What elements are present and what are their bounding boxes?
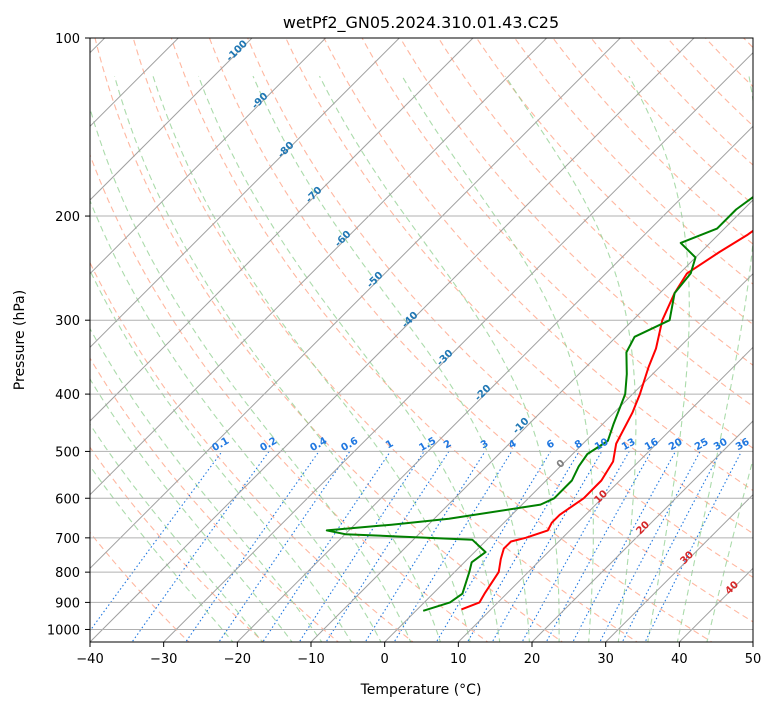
y-tick-label: 900 bbox=[55, 596, 80, 611]
y-tick-label: 1000 bbox=[47, 623, 80, 638]
guide-line-label: 2 bbox=[442, 438, 454, 451]
x-tick-label: 0 bbox=[381, 652, 389, 667]
skewed-isotherm bbox=[604, 493, 753, 642]
skewed-isotherm bbox=[90, 38, 253, 201]
moist-adiabat bbox=[90, 327, 323, 642]
moist-adiabat bbox=[113, 75, 441, 642]
axes-ticks: −40 −30 −20 −10 0 10 20 30 40 50 100 200 300 400 500 60… bbox=[47, 32, 761, 667]
y-tick-label: 100 bbox=[55, 32, 80, 47]
dry-adiabat bbox=[90, 357, 340, 642]
dry-adiabat bbox=[90, 261, 414, 642]
mixing-ratio-line bbox=[435, 451, 552, 642]
mixing-ratio-line bbox=[599, 451, 701, 642]
dry-adiabat bbox=[94, 38, 564, 642]
dry-adiabat bbox=[132, 38, 639, 642]
moist-adiabat bbox=[90, 106, 412, 642]
x-tick-label: −20 bbox=[224, 652, 251, 667]
skewed-isotherm bbox=[310, 199, 753, 642]
y-tick-label: 600 bbox=[55, 492, 80, 507]
dry-adiabat bbox=[323, 38, 753, 492]
skewed-isotherm bbox=[90, 38, 401, 349]
mixing-ratio-line bbox=[262, 451, 391, 642]
dry-adiabat bbox=[475, 38, 753, 326]
mixing-ratio-line bbox=[621, 451, 722, 642]
skewed-isotherm bbox=[90, 38, 548, 496]
chart-title: wetPf2_GN05.2024.310.01.43.C25 bbox=[283, 13, 559, 33]
x-axis-label: Temperature (°C) bbox=[360, 682, 482, 698]
dry-adiabat bbox=[90, 153, 489, 642]
mixing-ratio-line bbox=[298, 451, 425, 642]
x-tick-label: 30 bbox=[597, 652, 614, 667]
dry-adiabat bbox=[208, 38, 753, 623]
skewed-isotherm bbox=[90, 38, 180, 128]
moist-adiabat bbox=[401, 75, 594, 642]
guide-line-label: 6 bbox=[545, 438, 557, 451]
skewed-isotherm bbox=[236, 125, 753, 642]
profile-lines bbox=[325, 195, 753, 612]
guide-line-label: 4 bbox=[507, 438, 519, 451]
mixing-ratio-line bbox=[218, 451, 351, 642]
moist-adiabat bbox=[90, 423, 264, 642]
mixing-ratio-line bbox=[491, 451, 603, 642]
x-tick-label: −40 bbox=[76, 652, 103, 667]
x-tick-label: 10 bbox=[450, 652, 467, 667]
temperature-profile bbox=[461, 229, 753, 611]
x-tick-label: −10 bbox=[297, 652, 324, 667]
mixing-ratio-line bbox=[185, 451, 320, 642]
moist-adiabat bbox=[676, 76, 753, 642]
moist-adiabat bbox=[90, 378, 293, 642]
guide-lines bbox=[90, 38, 753, 642]
y-tick-label: 300 bbox=[55, 314, 80, 329]
x-tick-label: 50 bbox=[745, 652, 762, 667]
dry-adiabat bbox=[285, 38, 753, 535]
moist-adiabat bbox=[90, 199, 382, 642]
dry-adiabat bbox=[170, 38, 713, 642]
mixing-ratio-line bbox=[466, 451, 580, 642]
mixing-ratio-line bbox=[521, 451, 630, 642]
y-tick-label: 800 bbox=[55, 566, 80, 581]
skewed-isotherm bbox=[90, 38, 474, 422]
x-tick-label: 20 bbox=[524, 652, 541, 667]
skewed-isotherm bbox=[162, 51, 753, 642]
moist-adiabat bbox=[319, 75, 560, 642]
y-tick-label: 500 bbox=[55, 445, 80, 460]
y-tick-label: 200 bbox=[55, 210, 80, 225]
skewed-isotherm bbox=[90, 38, 695, 642]
dry-adiabat bbox=[90, 446, 265, 642]
dry-adiabat bbox=[628, 38, 753, 166]
y-tick-label: 400 bbox=[55, 388, 80, 403]
dry-adiabat bbox=[399, 38, 753, 408]
skewed-isotherm bbox=[90, 38, 327, 275]
dry-adiabat bbox=[247, 38, 753, 578]
x-tick-label: −30 bbox=[150, 652, 177, 667]
moist-adiabat bbox=[706, 457, 753, 642]
moist-adiabat bbox=[90, 465, 234, 642]
skewed-isotherm bbox=[90, 38, 622, 570]
mixing-ratio-line bbox=[393, 451, 513, 642]
dry-adiabat bbox=[514, 38, 753, 285]
moist-adiabat bbox=[197, 75, 501, 642]
y-axis-label: Pressure (hPa) bbox=[12, 290, 28, 390]
moist-adiabat bbox=[252, 75, 530, 642]
mixing-ratio-line bbox=[572, 451, 676, 642]
moist-adiabat bbox=[504, 75, 637, 642]
dry-adiabat bbox=[437, 38, 753, 366]
plot-frame bbox=[89, 37, 754, 643]
dewpoint-profile bbox=[325, 195, 753, 612]
dry-adiabat bbox=[361, 38, 753, 449]
skewed-isotherm bbox=[531, 420, 753, 642]
guide-line-label: 1 bbox=[384, 438, 396, 451]
guide-line-label: 3 bbox=[479, 438, 491, 451]
guide-line-label: 8 bbox=[573, 438, 585, 451]
moist-adiabat bbox=[628, 75, 690, 642]
skewed-isotherm bbox=[457, 346, 753, 642]
x-tick-label: 40 bbox=[671, 652, 688, 667]
y-tick-label: 700 bbox=[55, 532, 80, 547]
